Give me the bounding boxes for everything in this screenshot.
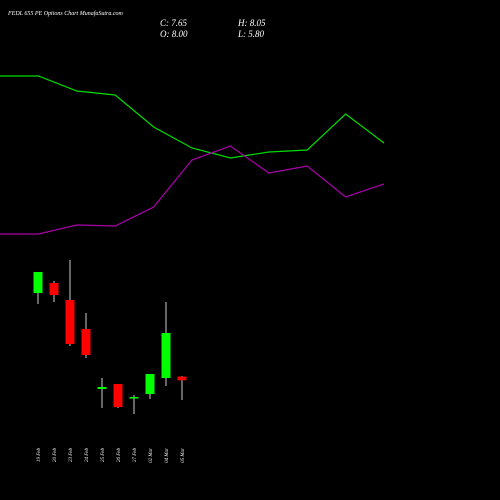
chart-title: FEDL 655 PE Options Chart MunafaSutra.co… xyxy=(7,10,124,17)
line-series xyxy=(0,145,385,235)
x-tick-label: 05 Mar xyxy=(181,448,186,463)
high-text: H: 8.05 xyxy=(237,18,266,28)
x-tick-label: 27 Feb xyxy=(133,448,138,463)
candle-body xyxy=(161,333,171,379)
x-tick-label: 23 Feb xyxy=(69,448,74,463)
candle-body xyxy=(113,384,123,408)
candle-body xyxy=(145,373,155,395)
low-text: L: 5.80 xyxy=(237,29,265,39)
x-tick-label: 04 Mar xyxy=(165,448,170,463)
x-tick-label: 02 Mar xyxy=(149,448,154,463)
x-tick-label: 19 Feb xyxy=(37,448,42,463)
x-tick-label: 26 Feb xyxy=(117,448,122,463)
candle-body xyxy=(129,397,139,399)
candle-body xyxy=(65,300,75,345)
close-text: C: 7.65 xyxy=(160,18,188,28)
x-tick-label: 24 Feb xyxy=(85,448,90,463)
candle-body xyxy=(49,282,59,296)
candle-body xyxy=(33,271,43,294)
candle-body xyxy=(97,387,107,390)
x-tick-label: 20 Feb xyxy=(53,448,58,463)
candle-body xyxy=(177,376,187,381)
line-series xyxy=(0,75,385,159)
candle-body xyxy=(81,329,91,355)
x-tick-label: 25 Feb xyxy=(101,448,106,463)
open-text: O: 8.00 xyxy=(160,29,188,39)
